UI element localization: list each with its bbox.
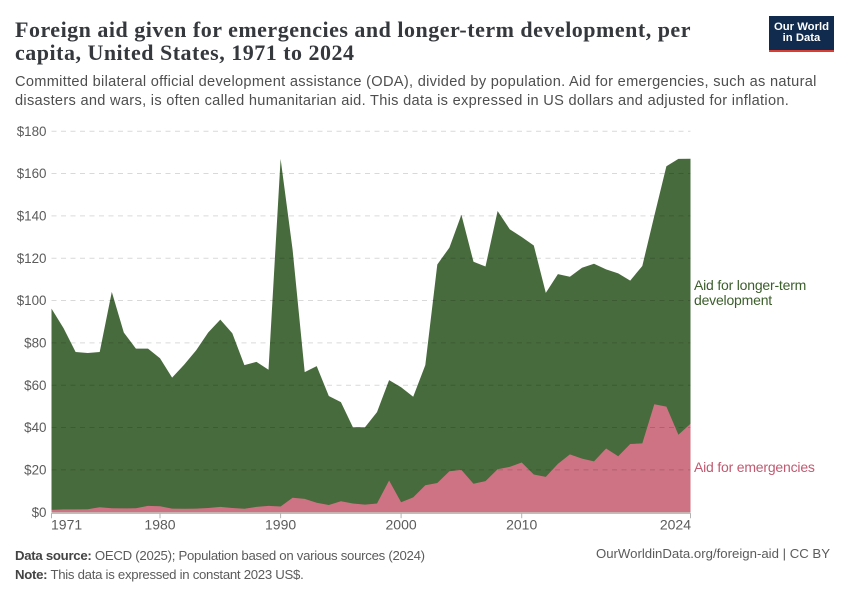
svg-text:$160: $160 bbox=[17, 166, 47, 181]
svg-text:1990: 1990 bbox=[265, 517, 296, 533]
svg-text:$60: $60 bbox=[24, 378, 46, 393]
svg-text:2000: 2000 bbox=[386, 517, 417, 533]
svg-text:1980: 1980 bbox=[144, 517, 175, 533]
svg-text:$0: $0 bbox=[32, 505, 47, 520]
svg-text:$20: $20 bbox=[24, 463, 46, 478]
svg-text:$80: $80 bbox=[24, 336, 46, 351]
svg-text:$100: $100 bbox=[17, 293, 47, 308]
svg-text:$120: $120 bbox=[17, 251, 47, 266]
svg-text:$180: $180 bbox=[17, 124, 47, 139]
svg-text:2010: 2010 bbox=[506, 517, 537, 533]
svg-text:$40: $40 bbox=[24, 420, 46, 435]
svg-text:1971: 1971 bbox=[51, 517, 82, 533]
svg-text:2024: 2024 bbox=[660, 517, 691, 533]
svg-text:$140: $140 bbox=[17, 209, 47, 224]
